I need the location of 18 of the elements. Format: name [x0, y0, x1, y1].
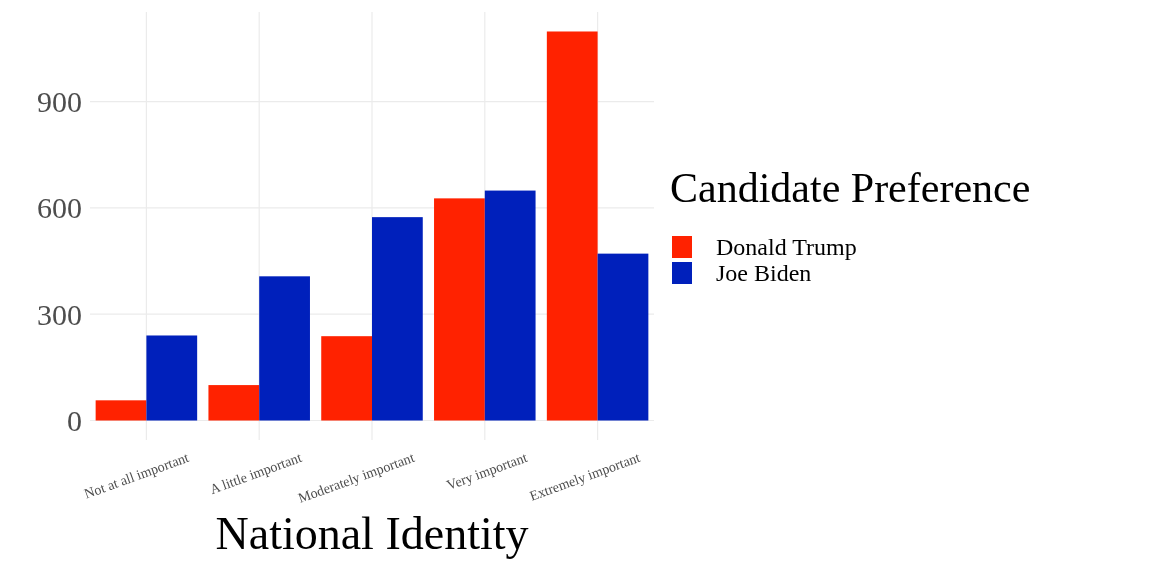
legend-label: Joe Biden [716, 260, 812, 287]
y-tick-label: 0 [67, 404, 82, 438]
legend-title: Candidate Preference [670, 165, 1031, 211]
bar [372, 217, 423, 421]
legend-label: Donald Trump [716, 234, 857, 261]
bar [146, 335, 198, 421]
y-tick-label: 600 [37, 191, 82, 225]
bar [95, 400, 147, 421]
bar [546, 31, 598, 421]
bar [259, 276, 310, 421]
bar [597, 253, 649, 421]
x-axis-title: National Identity [215, 508, 529, 559]
y-tick-label: 900 [37, 85, 82, 119]
bar [484, 190, 536, 421]
bar [208, 385, 260, 421]
y-tick-label: 300 [37, 297, 82, 331]
bar [434, 198, 485, 421]
bar [321, 336, 372, 421]
